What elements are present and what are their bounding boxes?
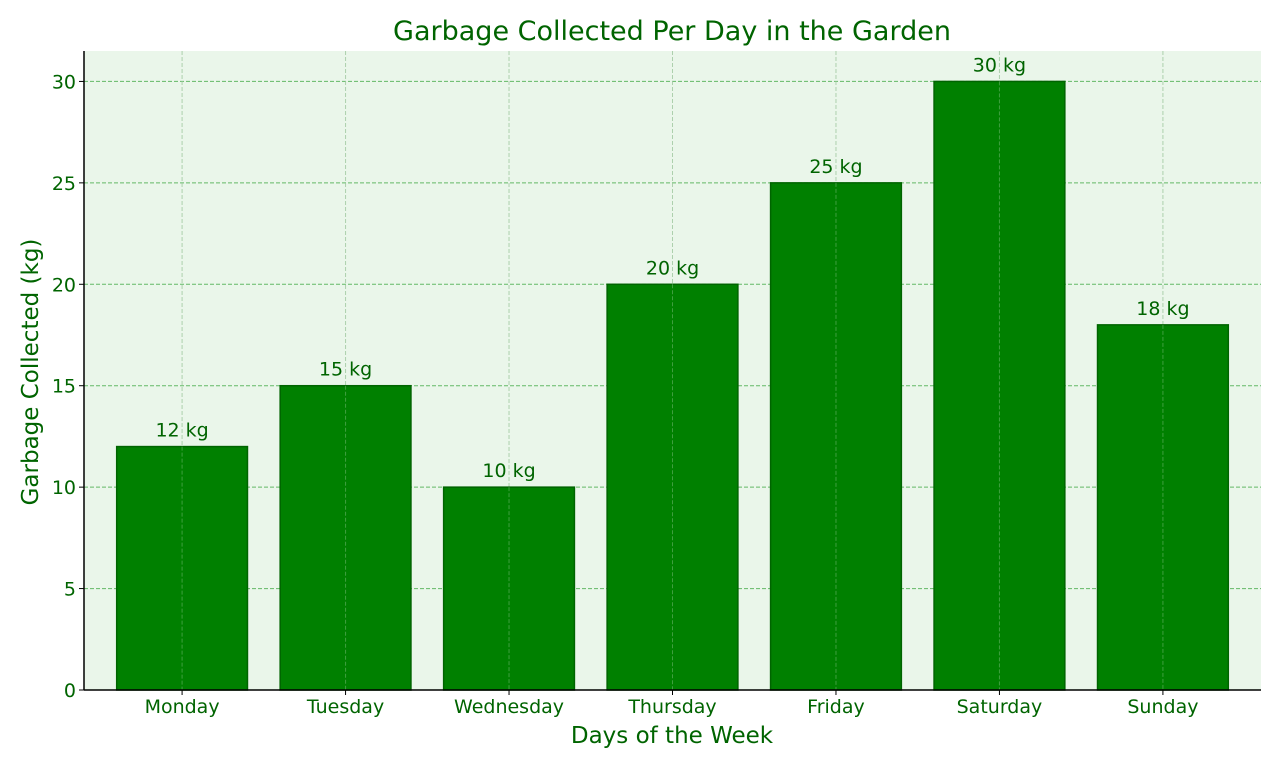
y-tick-label: 10 [52,477,76,499]
x-tick-label-friday: Friday [807,696,865,718]
y-axis-label: Garbage Collected (kg) [18,239,44,506]
y-tick-label: 15 [52,376,76,398]
y-tick-label: 20 [52,274,76,296]
y-tick-label: 5 [64,579,76,601]
x-tick-label-thursday: Thursday [627,696,716,718]
x-tick-label-saturday: Saturday [957,696,1043,718]
x-tick-label-monday: Monday [145,696,220,718]
x-tick-label-wednesday: Wednesday [454,696,564,718]
y-tick-label: 30 [52,71,76,93]
data-label-saturday: 30 kg [973,54,1026,76]
data-label-thursday: 20 kg [646,257,699,279]
bars [115,80,1230,691]
data-labels: 12 kg 15 kg 10 kg 20 kg 25 kg 30 kg 18 kg [155,54,1189,482]
data-label-wednesday: 10 kg [482,460,535,482]
data-label-friday: 25 kg [809,156,862,178]
y-tick-label: 25 [52,173,76,195]
chart-title: Garbage Collected Per Day in the Garden [393,16,951,47]
x-tick-label-sunday: Sunday [1127,696,1198,718]
x-tick-labels: Monday Tuesday Wednesday Thursday Friday Satu… [145,690,1198,718]
y-tick-label: 0 [64,680,76,702]
data-label-monday: 12 kg [155,420,208,442]
x-axis-label: Days of the Week [571,723,774,749]
data-label-sunday: 18 kg [1136,298,1189,320]
data-label-tuesday: 15 kg [319,359,372,381]
x-tick-label-tuesday: Tuesday [306,696,384,718]
y-tick-labels: 0 5 10 15 20 25 30 [52,71,84,702]
